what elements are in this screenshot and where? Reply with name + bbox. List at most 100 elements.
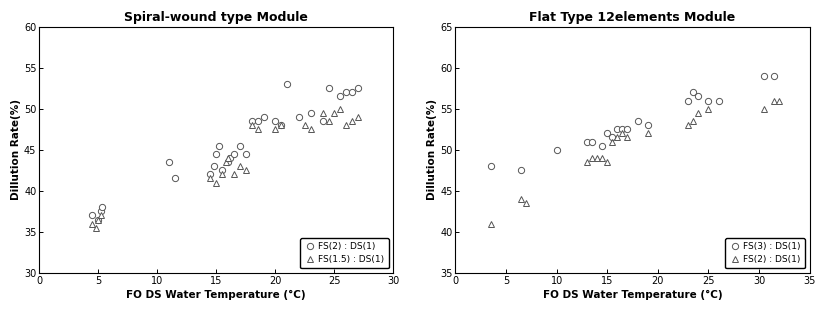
Y-axis label: Dillution Rate(%): Dillution Rate(%) [428,99,437,200]
FS(2) : DS(1): (23.5, 53.5): DS(1): (23.5, 53.5) [688,119,698,123]
FS(2) : DS(1): (19, 52): DS(1): (19, 52) [643,132,653,135]
FS(2) : DS(1): (23, 49.5): DS(1): (23, 49.5) [306,111,316,115]
FS(2) : DS(1): (23, 53): DS(1): (23, 53) [683,123,693,127]
FS(2) : DS(1): (15.5, 42.5): DS(1): (15.5, 42.5) [218,169,227,172]
Line: FS(2) : DS(1): FS(2) : DS(1) [89,81,361,223]
FS(2) : DS(1): (11, 43.5): DS(1): (11, 43.5) [164,160,174,164]
FS(2) : DS(1): (16, 43.5): DS(1): (16, 43.5) [223,160,233,164]
FS(3) : DS(1): (25, 56): DS(1): (25, 56) [704,99,714,102]
FS(2) : DS(1): (26.5, 52): DS(1): (26.5, 52) [347,91,357,94]
FS(3) : DS(1): (13, 51): DS(1): (13, 51) [582,140,592,143]
FS(3) : DS(1): (26, 56): DS(1): (26, 56) [714,99,724,102]
FS(1.5) : DS(1): (25.5, 50): DS(1): (25.5, 50) [336,107,346,111]
Title: Spiral-wound type Module: Spiral-wound type Module [124,11,308,24]
FS(1.5) : DS(1): (22.5, 48): DS(1): (22.5, 48) [300,123,310,127]
FS(2) : DS(1): (27, 52.5): DS(1): (27, 52.5) [353,86,363,90]
FS(2) : DS(1): (15, 44.5): DS(1): (15, 44.5) [212,152,222,156]
FS(3) : DS(1): (23.5, 57): DS(1): (23.5, 57) [688,91,698,94]
FS(2) : DS(1): (3.5, 41): DS(1): (3.5, 41) [486,222,496,225]
FS(2) : DS(1): (26, 52): DS(1): (26, 52) [342,91,351,94]
FS(3) : DS(1): (10, 50): DS(1): (10, 50) [552,148,562,152]
Line: FS(3) : DS(1): FS(3) : DS(1) [488,73,777,174]
FS(1.5) : DS(1): (17, 43): DS(1): (17, 43) [235,164,245,168]
FS(2) : DS(1): (16.5, 44.5): DS(1): (16.5, 44.5) [229,152,239,156]
FS(2) : DS(1): (31.5, 56): DS(1): (31.5, 56) [769,99,779,102]
FS(3) : DS(1): (30.5, 59): DS(1): (30.5, 59) [759,74,769,78]
FS(2) : DS(1): (6.5, 44): DS(1): (6.5, 44) [516,197,526,201]
FS(1.5) : DS(1): (4.5, 36): DS(1): (4.5, 36) [88,222,98,225]
FS(1.5) : DS(1): (15, 41): DS(1): (15, 41) [212,181,222,184]
FS(1.5) : DS(1): (18.5, 47.5): DS(1): (18.5, 47.5) [253,128,263,131]
FS(2) : DS(1): (25.5, 51.5): DS(1): (25.5, 51.5) [336,95,346,98]
FS(2) : DS(1): (17, 45.5): DS(1): (17, 45.5) [235,144,245,147]
FS(3) : DS(1): (3.5, 48): DS(1): (3.5, 48) [486,164,496,168]
FS(2) : DS(1): (7, 43.5): DS(1): (7, 43.5) [521,201,531,205]
FS(3) : DS(1): (24, 56.5): DS(1): (24, 56.5) [693,95,703,98]
FS(1.5) : DS(1): (4.8, 35.5): DS(1): (4.8, 35.5) [91,226,101,230]
FS(1.5) : DS(1): (5, 36.5): DS(1): (5, 36.5) [93,218,103,221]
FS(2) : DS(1): (5.2, 37.5): DS(1): (5.2, 37.5) [96,209,106,213]
FS(2) : DS(1): (18.5, 48.5): DS(1): (18.5, 48.5) [253,119,263,123]
FS(3) : DS(1): (15.5, 51.5): DS(1): (15.5, 51.5) [607,136,617,139]
Line: FS(2) : DS(1): FS(2) : DS(1) [488,97,782,227]
FS(2) : DS(1): (14.5, 49): DS(1): (14.5, 49) [597,156,607,160]
FS(3) : DS(1): (23, 56): DS(1): (23, 56) [683,99,693,102]
FS(2) : DS(1): (18, 48.5): DS(1): (18, 48.5) [246,119,256,123]
FS(1.5) : DS(1): (27, 49): DS(1): (27, 49) [353,115,363,119]
FS(2) : DS(1): (21, 53): DS(1): (21, 53) [282,82,292,86]
Legend: FS(2) : DS(1), FS(1.5) : DS(1): FS(2) : DS(1), FS(1.5) : DS(1) [300,238,389,268]
FS(2) : DS(1): (14.8, 43): DS(1): (14.8, 43) [209,164,219,168]
FS(2) : DS(1): (19, 49): DS(1): (19, 49) [259,115,269,119]
FS(2) : DS(1): (15.5, 51): DS(1): (15.5, 51) [607,140,617,143]
FS(2) : DS(1): (17.5, 44.5): DS(1): (17.5, 44.5) [241,152,251,156]
FS(2) : DS(1): (16.2, 44): DS(1): (16.2, 44) [226,156,236,160]
FS(3) : DS(1): (16.5, 52.5): DS(1): (16.5, 52.5) [618,128,628,131]
FS(3) : DS(1): (17, 52.5): DS(1): (17, 52.5) [623,128,633,131]
FS(1.5) : DS(1): (23, 47.5): DS(1): (23, 47.5) [306,128,316,131]
FS(3) : DS(1): (19, 53): DS(1): (19, 53) [643,123,653,127]
FS(3) : DS(1): (15, 52): DS(1): (15, 52) [602,132,612,135]
FS(2) : DS(1): (13, 48.5): DS(1): (13, 48.5) [582,160,592,164]
FS(2) : DS(1): (11.5, 41.5): DS(1): (11.5, 41.5) [170,177,180,180]
Legend: FS(3) : DS(1), FS(2) : DS(1): FS(3) : DS(1), FS(2) : DS(1) [725,238,805,268]
FS(2) : DS(1): (5, 36.5): DS(1): (5, 36.5) [93,218,103,221]
FS(1.5) : DS(1): (17.5, 42.5): DS(1): (17.5, 42.5) [241,169,251,172]
FS(2) : DS(1): (16, 51.5): DS(1): (16, 51.5) [613,136,623,139]
FS(2) : DS(1): (14.5, 42): DS(1): (14.5, 42) [205,173,215,176]
FS(2) : DS(1): (25, 55): DS(1): (25, 55) [704,107,714,111]
FS(2) : DS(1): (15, 48.5): DS(1): (15, 48.5) [602,160,612,164]
FS(2) : DS(1): (32, 56): DS(1): (32, 56) [774,99,784,102]
FS(1.5) : DS(1): (25, 49.5): DS(1): (25, 49.5) [329,111,339,115]
FS(1.5) : DS(1): (26, 48): DS(1): (26, 48) [342,123,351,127]
FS(1.5) : DS(1): (14.5, 41.5): DS(1): (14.5, 41.5) [205,177,215,180]
FS(2) : DS(1): (17, 51.5): DS(1): (17, 51.5) [623,136,633,139]
FS(2) : DS(1): (16.5, 52): DS(1): (16.5, 52) [618,132,628,135]
FS(2) : DS(1): (4.5, 37): DS(1): (4.5, 37) [88,214,98,217]
FS(1.5) : DS(1): (16.5, 42): DS(1): (16.5, 42) [229,173,239,176]
FS(3) : DS(1): (6.5, 47.5): DS(1): (6.5, 47.5) [516,169,526,172]
FS(2) : DS(1): (24, 54.5): DS(1): (24, 54.5) [693,111,703,115]
FS(2) : DS(1): (20, 48.5): DS(1): (20, 48.5) [270,119,280,123]
FS(2) : DS(1): (24, 48.5): DS(1): (24, 48.5) [318,119,327,123]
X-axis label: FO DS Water Temperature (°C): FO DS Water Temperature (°C) [127,290,306,300]
FS(2) : DS(1): (13.5, 49): DS(1): (13.5, 49) [587,156,597,160]
FS(2) : DS(1): (20.5, 48): DS(1): (20.5, 48) [276,123,286,127]
FS(3) : DS(1): (31.5, 59): DS(1): (31.5, 59) [769,74,779,78]
FS(1.5) : DS(1): (24, 49.5): DS(1): (24, 49.5) [318,111,327,115]
FS(1.5) : DS(1): (20.5, 48): DS(1): (20.5, 48) [276,123,286,127]
FS(1.5) : DS(1): (15.8, 43.5): DS(1): (15.8, 43.5) [221,160,231,164]
FS(3) : DS(1): (14.5, 50.5): DS(1): (14.5, 50.5) [597,144,607,147]
FS(2) : DS(1): (5.3, 38): DS(1): (5.3, 38) [97,205,107,209]
Y-axis label: Dillution Rate(%): Dillution Rate(%) [11,99,22,200]
FS(2) : DS(1): (24.5, 52.5): DS(1): (24.5, 52.5) [323,86,333,90]
FS(1.5) : DS(1): (20, 47.5): DS(1): (20, 47.5) [270,128,280,131]
FS(3) : DS(1): (18, 53.5): DS(1): (18, 53.5) [633,119,643,123]
FS(2) : DS(1): (30.5, 55): DS(1): (30.5, 55) [759,107,769,111]
FS(1.5) : DS(1): (24.5, 48.5): DS(1): (24.5, 48.5) [323,119,333,123]
FS(1.5) : DS(1): (5.2, 37): DS(1): (5.2, 37) [96,214,106,217]
Line: FS(1.5) : DS(1): FS(1.5) : DS(1) [89,106,361,231]
FS(2) : DS(1): (15.2, 45.5): DS(1): (15.2, 45.5) [213,144,223,147]
FS(1.5) : DS(1): (18, 48): DS(1): (18, 48) [246,123,256,127]
FS(3) : DS(1): (13.5, 51): DS(1): (13.5, 51) [587,140,597,143]
FS(1.5) : DS(1): (15.5, 42): DS(1): (15.5, 42) [218,173,227,176]
